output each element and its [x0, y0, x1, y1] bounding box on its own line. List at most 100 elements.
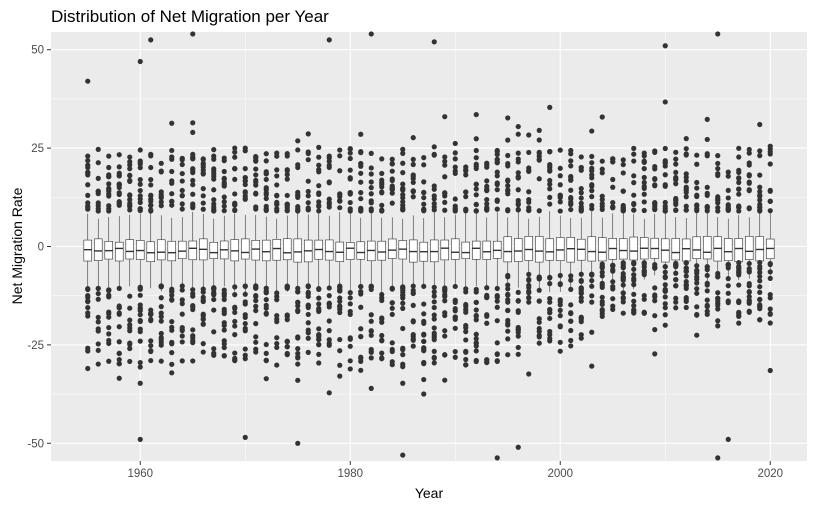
outlier-point — [295, 285, 301, 291]
outlier-point — [673, 283, 679, 289]
box-iqr — [482, 240, 491, 260]
outlier-point — [694, 304, 700, 310]
outlier-point — [253, 292, 259, 299]
outlier-point — [337, 309, 343, 316]
outlier-point — [704, 264, 710, 270]
outlier-point — [368, 165, 374, 171]
outlier-point — [179, 339, 185, 345]
outlier-point — [620, 261, 626, 267]
outlier-point — [116, 285, 122, 291]
outlier-point — [368, 328, 374, 335]
outlier-point — [379, 295, 385, 301]
outlier-point — [242, 189, 248, 195]
outlier-point — [190, 191, 196, 197]
outlier-point — [631, 207, 637, 213]
outlier-point — [368, 318, 374, 324]
outlier-point — [158, 335, 164, 341]
outlier-point — [599, 269, 605, 275]
outlier-point — [515, 131, 521, 137]
outlier-point — [473, 307, 479, 313]
outlier-point — [536, 316, 542, 322]
outlier-point — [379, 208, 385, 214]
outlier-point — [400, 192, 406, 198]
outlier-point — [347, 145, 353, 152]
outlier-point — [421, 155, 427, 161]
outlier-point — [95, 347, 101, 354]
outlier-point — [116, 173, 122, 179]
outlier-point — [116, 303, 122, 309]
outlier-point — [368, 185, 374, 191]
outlier-point — [515, 123, 521, 130]
outlier-point — [263, 195, 269, 202]
box-iqr — [146, 241, 155, 263]
outlier-point — [200, 349, 206, 355]
outlier-point — [127, 192, 133, 198]
box-iqr — [587, 236, 596, 262]
outlier-point — [494, 169, 500, 175]
y-tick-label: 25 — [31, 143, 44, 155]
outlier-point — [547, 201, 553, 207]
outlier-point — [578, 154, 584, 160]
outlier-point — [284, 168, 290, 174]
outlier-point — [169, 191, 175, 197]
outlier-point — [757, 278, 763, 284]
outlier-point — [158, 358, 164, 364]
outlier-point — [358, 367, 364, 373]
outlier-point — [547, 161, 553, 168]
outlier-point — [127, 322, 133, 328]
outlier-point — [715, 318, 721, 324]
outlier-point — [106, 331, 112, 337]
outlier-point — [284, 171, 290, 178]
outlier-point — [547, 310, 553, 316]
outlier-point — [662, 145, 668, 152]
outlier-point — [641, 179, 647, 186]
outlier-point — [337, 205, 343, 211]
outlier-point — [295, 355, 301, 361]
outlier-point — [683, 189, 689, 195]
outlier-point — [620, 188, 626, 194]
outlier-point — [473, 331, 479, 337]
outlier-point — [253, 285, 259, 291]
outlier-point — [410, 156, 416, 162]
outlier-point — [137, 147, 143, 153]
outlier-point — [158, 194, 164, 200]
outlier-point — [526, 271, 532, 277]
outlier-point — [725, 195, 731, 201]
box-iqr — [188, 240, 197, 261]
outlier-point — [347, 155, 353, 162]
outlier-point — [725, 173, 731, 179]
outlier-point — [473, 343, 479, 349]
outlier-point — [578, 185, 584, 192]
outlier-point — [158, 160, 164, 166]
outlier-point — [473, 136, 479, 142]
outlier-point — [85, 345, 91, 351]
outlier-point — [116, 181, 122, 187]
outlier-point — [715, 290, 721, 296]
outlier-point — [242, 301, 248, 307]
outlier-point — [589, 329, 595, 335]
outlier-point — [379, 202, 385, 208]
outlier-point — [211, 346, 217, 352]
outlier-point — [767, 275, 773, 281]
outlier-point — [746, 289, 752, 295]
box-iqr — [461, 241, 470, 260]
outlier-point — [127, 317, 133, 323]
outlier-point — [473, 317, 479, 323]
outlier-point — [337, 198, 343, 204]
outlier-point — [211, 171, 217, 177]
outlier-point — [274, 182, 280, 188]
outlier-point — [211, 187, 217, 193]
box-iqr — [251, 240, 260, 261]
outlier-point — [463, 322, 469, 329]
outlier-point — [379, 156, 385, 162]
outlier-point — [536, 127, 542, 133]
outlier-point — [200, 156, 206, 162]
outlier-point — [179, 170, 185, 177]
outlier-point — [221, 311, 227, 317]
outlier-point — [274, 199, 280, 206]
outlier-point — [148, 196, 154, 202]
outlier-point — [673, 177, 679, 183]
outlier-point — [641, 261, 647, 267]
outlier-point — [694, 286, 700, 292]
outlier-point — [704, 282, 710, 288]
